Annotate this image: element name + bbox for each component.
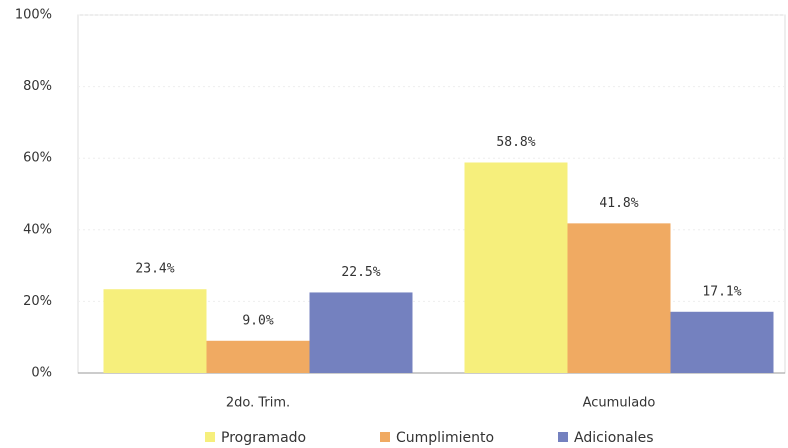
x-tick-label: 2do. Trim. bbox=[226, 396, 290, 411]
legend-swatch bbox=[558, 432, 568, 442]
value-label: 22.5% bbox=[341, 265, 380, 280]
bar bbox=[309, 292, 413, 373]
legend-label: Programado bbox=[221, 430, 306, 446]
x-tick-label: Acumulado bbox=[583, 396, 656, 411]
y-tick-label: 0% bbox=[31, 366, 52, 381]
bar bbox=[206, 340, 310, 373]
y-tick-label: 100% bbox=[15, 8, 52, 23]
bar bbox=[567, 223, 671, 373]
bar bbox=[103, 289, 207, 373]
legend-label: Adicionales bbox=[574, 430, 654, 446]
y-tick-label: 60% bbox=[23, 151, 52, 166]
value-label: 58.8% bbox=[496, 135, 535, 150]
value-label: 23.4% bbox=[135, 262, 174, 277]
legend-label: Cumplimiento bbox=[396, 430, 494, 446]
bar bbox=[670, 311, 774, 373]
legend-swatch bbox=[205, 432, 215, 442]
value-label: 9.0% bbox=[242, 313, 273, 328]
y-tick-label: 40% bbox=[23, 222, 52, 237]
value-label: 17.1% bbox=[702, 284, 741, 299]
y-tick-label: 20% bbox=[23, 294, 52, 309]
bar bbox=[464, 162, 568, 373]
value-label: 41.8% bbox=[599, 196, 638, 211]
y-tick-label: 80% bbox=[23, 79, 52, 94]
legend-swatch bbox=[380, 432, 390, 442]
